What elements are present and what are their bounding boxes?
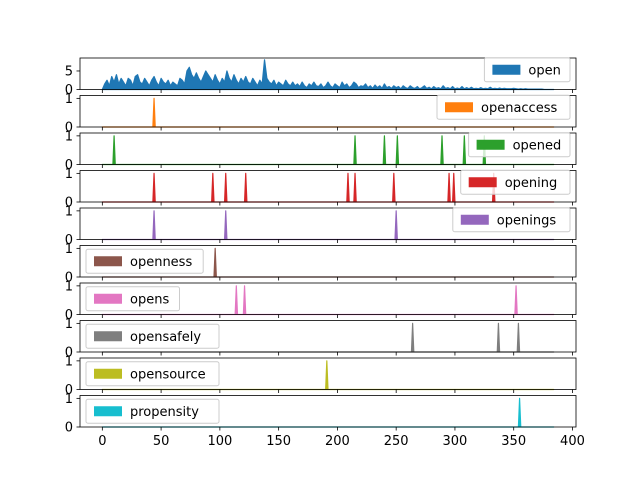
y-tick-label-opening-1: 1	[65, 167, 73, 182]
x-tick-label-0: 0	[98, 434, 106, 449]
axes-frame-opened	[79, 132, 577, 165]
axes-frame-open	[79, 57, 577, 90]
subplot-propensity: 0 1 propensity	[65, 392, 577, 436]
subplot-opening: 0 1 opening	[65, 167, 577, 211]
legend-box-open	[483, 57, 571, 83]
y-tick-label-propensity-0: 0	[65, 421, 73, 436]
legend-box-openings	[452, 207, 571, 233]
legend-label-opensource: opensource	[130, 367, 206, 382]
y-tick-label-openaccess-0: 0	[65, 121, 73, 136]
legend-box-opening	[460, 169, 571, 195]
legend-swatch-opening	[468, 177, 497, 188]
y-tick-label-opens-0: 0	[65, 308, 73, 323]
x-tick-label-3: 150	[266, 434, 291, 449]
x-tick-label-2: 100	[207, 434, 232, 449]
subplot-opensafely: 0 1 opensafely	[65, 317, 577, 361]
legend-label-opens: opens	[130, 292, 169, 307]
y-tick-label-opened-1: 1	[65, 129, 73, 144]
legend-label-propensity: propensity	[130, 405, 199, 420]
subplot-opensource: 0 1 opensource	[65, 354, 577, 398]
y-tick-label-openaccess-1: 1	[65, 92, 73, 107]
legend-label-open: open	[528, 63, 560, 78]
subplot-open: 0 5 open	[65, 57, 577, 98]
axes-frame-propensity	[79, 395, 577, 428]
axes-frame-opensafely	[79, 320, 577, 353]
legend-swatch-openness	[94, 256, 122, 267]
x-tick-label-6: 300	[443, 434, 468, 449]
legend-box-opens	[85, 286, 180, 312]
y-tick-label-openness-0: 0	[65, 271, 73, 286]
legend-opensafely: opensafely	[85, 323, 220, 349]
legend-box-openaccess	[436, 94, 571, 120]
legend-label-openings: openings	[497, 213, 557, 228]
axes-frame-opensource	[79, 357, 577, 390]
legend-opensource: opensource	[85, 361, 220, 387]
y-tick-label-opens-1: 1	[65, 279, 73, 294]
legend-opened: opened	[468, 132, 571, 158]
legend-openness: openness	[85, 248, 204, 274]
axes-frame-opening	[79, 170, 577, 203]
legend-swatch-openings	[460, 214, 489, 225]
legend-label-opened: opened	[513, 138, 562, 153]
axes-frame-openings	[79, 207, 577, 240]
legend-opening: opening	[460, 169, 571, 195]
legend-box-opensource	[85, 361, 220, 387]
y-tick-label-openings-1: 1	[65, 204, 73, 219]
x-tick-label-5: 250	[384, 434, 409, 449]
y-tick-label-opensafely-0: 0	[65, 346, 73, 361]
legend-opens: opens	[85, 286, 180, 312]
x-tick-label-8: 400	[560, 434, 585, 449]
y-tick-label-propensity-1: 1	[65, 392, 73, 407]
legend-box-opened	[468, 132, 571, 158]
y-tick-label-openness-1: 1	[65, 242, 73, 257]
x-axis-labels: 0 50 100 150 200 250 300 350 400	[98, 434, 585, 449]
legend-swatch-propensity	[94, 406, 122, 417]
legend-box-openness	[85, 248, 204, 274]
y-tick-label-openings-0: 0	[65, 233, 73, 248]
legend-label-openness: openness	[130, 255, 192, 270]
axes-frame-opens	[79, 282, 577, 315]
legend-box-propensity	[85, 398, 220, 424]
x-tick-label-7: 350	[501, 434, 526, 449]
y-tick-label-opensafely-1: 1	[65, 317, 73, 332]
y-tick-label-open-0: 0	[65, 83, 73, 98]
x-tick-label-1: 50	[153, 434, 170, 449]
legend-swatch-opensafely	[94, 331, 122, 342]
legend-label-opening: opening	[505, 176, 558, 191]
subplot-openness: 0 1 openness	[65, 242, 577, 286]
legend-box-opensafely	[85, 323, 220, 349]
y-tick-label-opened-0: 0	[65, 158, 73, 173]
legend-swatch-openaccess	[445, 102, 473, 113]
subplot-openaccess: 0 1 openaccess	[65, 92, 577, 136]
y-tick-label-opensource-0: 0	[65, 383, 73, 398]
legend-swatch-opens	[94, 293, 122, 304]
legend-openings: openings	[452, 207, 571, 233]
subplot-opens: 0 1 opens	[65, 279, 577, 323]
area-open	[101, 59, 555, 91]
legend-label-openaccess: openaccess	[481, 101, 557, 116]
legend-swatch-opened	[476, 139, 505, 150]
y-tick-label-opening-0: 0	[65, 196, 73, 211]
legend-propensity: propensity	[85, 398, 220, 424]
subplot-openings: 0 1 openings	[65, 204, 577, 248]
y-tick-label-open-1: 5	[65, 65, 73, 80]
legend-label-opensafely: opensafely	[130, 330, 201, 345]
subplot-opened: 0 1 opened	[65, 129, 577, 173]
x-tick-label-4: 200	[325, 434, 350, 449]
legend-swatch-opensource	[94, 368, 122, 379]
axes-frame-openaccess	[79, 95, 577, 128]
legend-openaccess: openaccess	[436, 94, 571, 120]
axes-frame-openness	[79, 245, 577, 278]
legend-open: open	[483, 57, 571, 83]
legend-swatch-open	[492, 64, 521, 75]
y-tick-label-opensource-1: 1	[65, 354, 73, 369]
